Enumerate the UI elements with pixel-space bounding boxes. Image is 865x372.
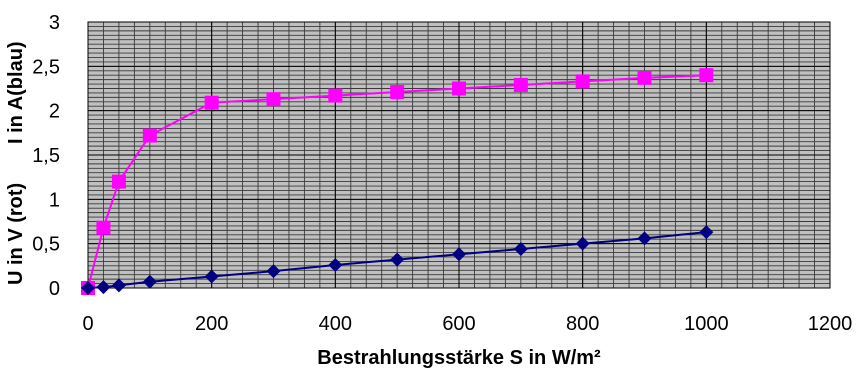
data-point-square bbox=[699, 68, 714, 83]
data-point-square bbox=[637, 70, 652, 85]
y-tick-label: 1,5 bbox=[32, 145, 60, 167]
y-axis-title-line-2: U in V (rot) bbox=[5, 183, 27, 285]
data-point-diamond bbox=[266, 264, 281, 279]
x-tick-label: 1200 bbox=[808, 313, 853, 335]
x-tick-label: 400 bbox=[319, 313, 352, 335]
data-point-diamond bbox=[111, 278, 126, 293]
x-tick-label: 800 bbox=[566, 313, 599, 335]
y-tick-label: 0 bbox=[49, 278, 60, 300]
x-axis-title: Bestrahlungsstärke S in W/m² bbox=[317, 347, 601, 369]
y-tick-label: 2,5 bbox=[32, 56, 60, 78]
data-point-diamond bbox=[328, 257, 343, 272]
data-point-square bbox=[266, 92, 281, 107]
data-point-diamond bbox=[452, 247, 466, 262]
series-2 bbox=[81, 225, 714, 295]
data-point-square bbox=[390, 85, 405, 100]
y-tick-label: 0,5 bbox=[32, 234, 60, 256]
y-axis-title-line-1: I in A(blau) bbox=[5, 41, 27, 144]
y-tick-label: 1 bbox=[49, 189, 60, 211]
data-point-diamond bbox=[96, 280, 111, 295]
data-point-square bbox=[575, 74, 590, 89]
x-tick-label: 200 bbox=[195, 313, 228, 335]
data-point-square bbox=[142, 128, 157, 143]
data-point-square bbox=[96, 220, 111, 235]
y-tick-label: 2 bbox=[49, 101, 60, 123]
data-point-diamond bbox=[81, 281, 95, 295]
x-tick-label: 0 bbox=[82, 313, 93, 335]
data-point-diamond bbox=[390, 252, 405, 267]
x-tick-label: 1000 bbox=[684, 313, 729, 335]
x-tick-label: 600 bbox=[442, 313, 475, 335]
data-point-diamond bbox=[204, 269, 219, 284]
x-tick-labels: 0 200 400 600 800 1000 1200 bbox=[82, 313, 852, 335]
data-point-diamond bbox=[575, 236, 590, 251]
series-layer bbox=[81, 68, 714, 295]
data-point-diamond bbox=[637, 231, 652, 246]
data-point-square bbox=[111, 174, 126, 189]
data-point-diamond bbox=[513, 241, 528, 256]
y-tick-label: 3 bbox=[49, 12, 60, 34]
data-point-square bbox=[328, 88, 343, 103]
data-point-diamond bbox=[699, 225, 714, 240]
y-tick-labels: 0 0,5 1 1,5 2 2,5 3 bbox=[32, 12, 60, 300]
data-point-square bbox=[204, 95, 219, 110]
y-axis-title: I in A(blau) U in V (rot) bbox=[5, 41, 27, 285]
plot-border bbox=[87, 21, 831, 289]
data-point-diamond bbox=[142, 274, 157, 289]
data-point-square bbox=[513, 77, 528, 92]
data-point-square bbox=[452, 81, 466, 96]
